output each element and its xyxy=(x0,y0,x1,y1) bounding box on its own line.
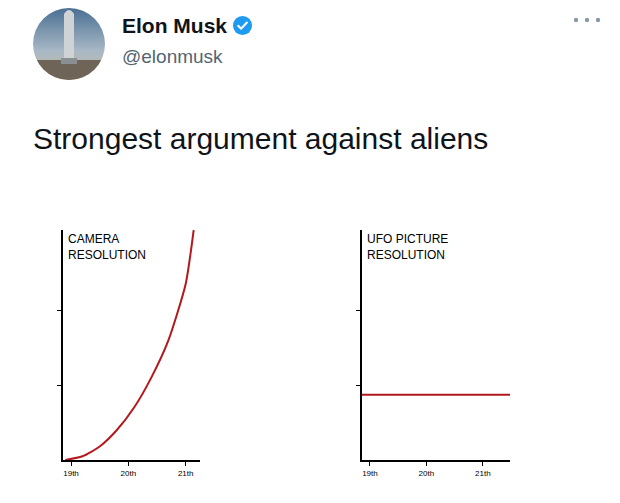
html-text:Elon Musk: Elon Musk xyxy=(122,14,227,37)
html-text:@elonmusk: @elonmusk xyxy=(122,46,223,67)
svg-text:UFO PICTURERESOLUTION: UFO PICTURERESOLUTION xyxy=(367,232,448,262)
html-text:Strongest argument against ali: Strongest argument against aliens xyxy=(33,122,489,155)
svg-text:21th: 21th xyxy=(178,469,194,478)
svg-text:19th: 19th xyxy=(63,469,79,478)
svg-text:20th: 20th xyxy=(121,469,137,478)
svg-text:20th: 20th xyxy=(419,469,435,478)
svg-text:21th: 21th xyxy=(475,469,491,478)
svg-text:19th: 19th xyxy=(362,469,378,478)
svg-text:CAMERARESOLUTION: CAMERARESOLUTION xyxy=(68,232,146,262)
